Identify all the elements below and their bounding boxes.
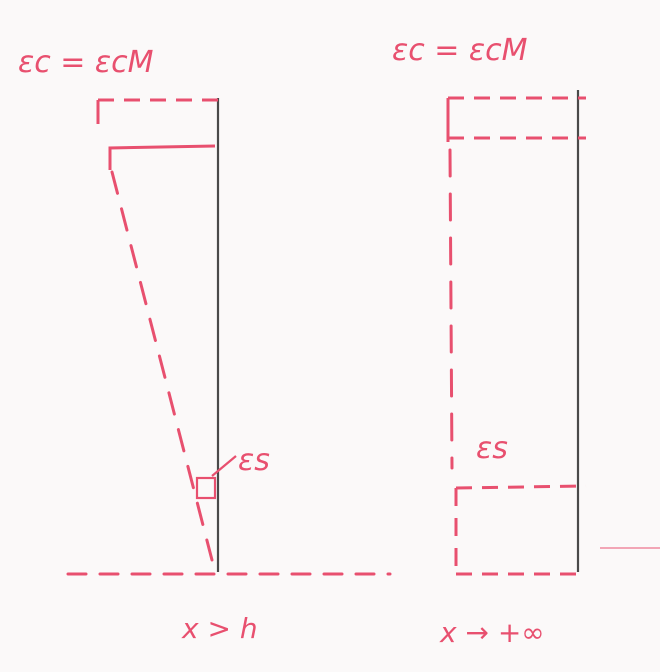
left-steel-leader xyxy=(211,455,237,477)
right-strain-profile xyxy=(448,148,454,470)
right-bottom-label: x → +∞ xyxy=(439,616,545,649)
left-bottom-label: x > h xyxy=(181,612,258,645)
right-top-label: εc = εcM xyxy=(392,33,528,68)
right-top-strain-block xyxy=(446,96,586,142)
right-steel-label: εs xyxy=(476,431,508,466)
left-steel-label: εs xyxy=(238,443,270,478)
left-top-label: εc = εcM xyxy=(18,45,154,80)
left-strain-profile xyxy=(110,170,214,562)
left-section xyxy=(96,98,237,572)
right-steel-strain-block xyxy=(455,484,587,576)
left-steel-strain-box xyxy=(195,476,217,500)
left-inner-block xyxy=(108,144,216,170)
right-section xyxy=(446,90,587,576)
